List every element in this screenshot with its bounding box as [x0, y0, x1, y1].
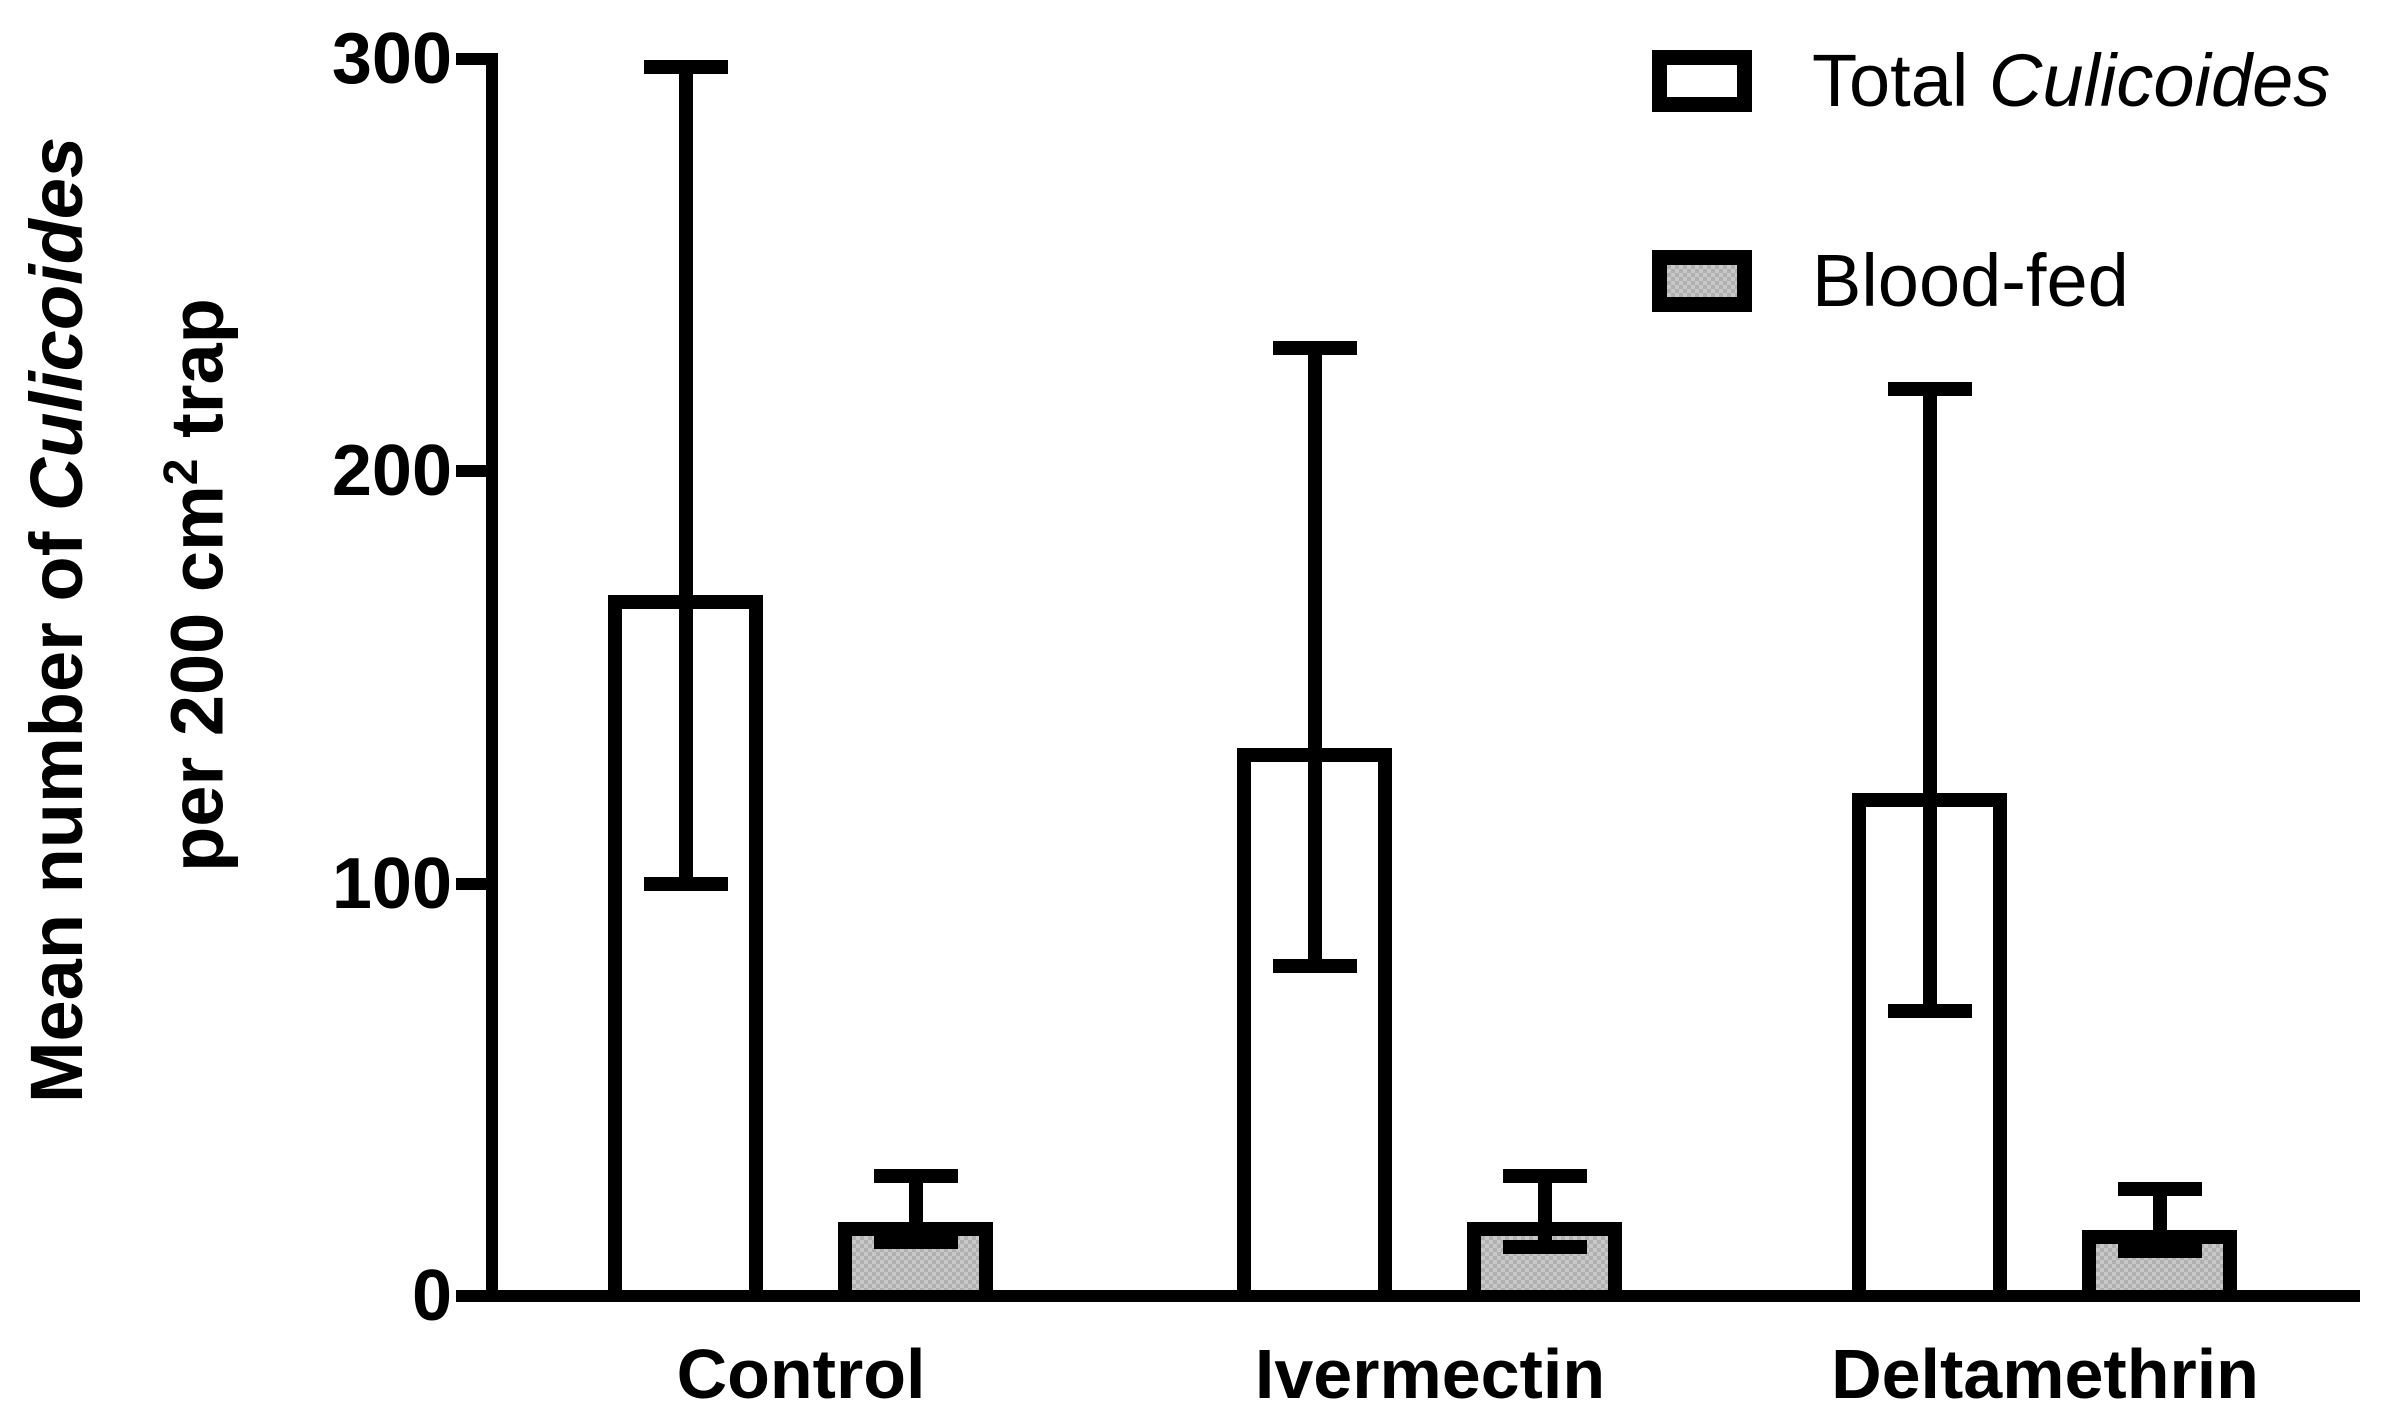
x-category-label-deltamethrin: Deltamethrin	[1831, 1335, 2259, 1413]
error-cap-top-total-control	[644, 60, 728, 74]
error-cap-bottom-total-deltamethrin	[1888, 1004, 1972, 1018]
error-line-bloodfed-ivermectin	[1538, 1176, 1552, 1247]
x-axis-line	[486, 1290, 2360, 1302]
legend-label-blood-fed: Blood-fed	[1812, 239, 2129, 322]
error-cap-bottom-bloodfed-control	[874, 1235, 958, 1249]
x-category-label-ivermectin: Ivermectin	[1254, 1335, 1606, 1413]
y-tick-label-100: 100	[331, 844, 452, 924]
error-cap-top-bloodfed-deltamethrin	[2118, 1182, 2202, 1196]
bar-bloodfed-ivermectin	[1467, 1222, 1622, 1302]
x-category-label-control: Control	[676, 1335, 926, 1413]
error-line-bloodfed-deltamethrin	[2153, 1189, 2167, 1251]
y-tick-300	[456, 53, 492, 65]
error-cap-bottom-bloodfed-deltamethrin	[2118, 1244, 2202, 1258]
error-cap-top-bloodfed-control	[874, 1169, 958, 1183]
y-tick-label-300: 300	[331, 19, 452, 99]
error-line-total-deltamethrin	[1923, 389, 1937, 1011]
error-cap-bottom-total-ivermectin	[1273, 959, 1357, 973]
error-cap-top-total-deltamethrin	[1888, 382, 1972, 396]
error-cap-bottom-bloodfed-ivermectin	[1503, 1240, 1587, 1254]
bar-bloodfed-control	[838, 1222, 993, 1302]
legend-swatch-total-culicoides	[1652, 50, 1752, 112]
y-tick-label-0: 0	[411, 1256, 452, 1336]
y-tick-label-200: 200	[331, 431, 452, 511]
legend-label-total-culicoides: Total Culicoides	[1812, 39, 2331, 122]
error-line-bloodfed-control	[909, 1176, 923, 1242]
error-line-total-ivermectin	[1308, 348, 1322, 966]
legend-swatch-blood-fed	[1652, 250, 1752, 312]
y-tick-0	[456, 1290, 492, 1302]
y-tick-100	[456, 878, 492, 890]
error-cap-bottom-total-control	[644, 877, 728, 891]
y-tick-200	[456, 465, 492, 477]
y-axis-line	[486, 53, 498, 1302]
error-cap-top-total-ivermectin	[1273, 341, 1357, 355]
error-cap-top-bloodfed-ivermectin	[1503, 1169, 1587, 1183]
error-line-total-control	[679, 67, 693, 884]
